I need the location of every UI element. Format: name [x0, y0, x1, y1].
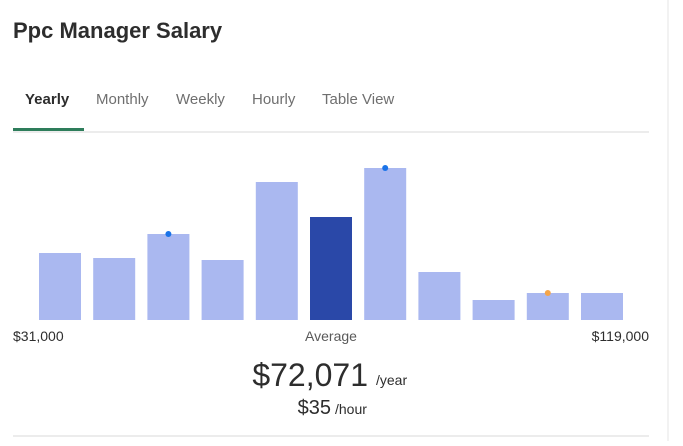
- bar: [93, 258, 136, 320]
- range-min: $31,000: [13, 328, 64, 344]
- tab[interactable]: Yearly: [25, 91, 70, 108]
- bar: [310, 217, 352, 320]
- yearly-salary: $72,071: [252, 357, 368, 393]
- hourly-salary: $35: [298, 397, 331, 419]
- bar: [364, 168, 407, 320]
- tab[interactable]: Table View: [322, 91, 394, 108]
- range-max: $119,000: [592, 328, 650, 344]
- bar: [526, 293, 569, 320]
- active-tab-indicator: [13, 128, 84, 131]
- bar: [581, 293, 623, 320]
- bar: [39, 253, 81, 320]
- bar-marker: [165, 231, 172, 237]
- yearly-unit: /year: [376, 372, 407, 388]
- tabs: Yearly Monthly Weekly Hourly Table View: [25, 91, 394, 108]
- bar: [201, 260, 244, 320]
- bar: [255, 182, 298, 320]
- tab[interactable]: Monthly: [96, 91, 149, 108]
- bar-marker: [382, 165, 389, 171]
- bar: [147, 234, 190, 320]
- tab[interactable]: Hourly: [252, 91, 296, 108]
- bar: [472, 300, 515, 320]
- title: Ppc Manager Salary: [13, 18, 223, 43]
- tab[interactable]: Weekly: [176, 91, 225, 108]
- hourly-unit: /hour: [335, 401, 367, 417]
- histogram: [39, 165, 623, 320]
- range-center: Average: [305, 328, 357, 344]
- bar-marker: [544, 290, 551, 296]
- bar: [418, 272, 461, 320]
